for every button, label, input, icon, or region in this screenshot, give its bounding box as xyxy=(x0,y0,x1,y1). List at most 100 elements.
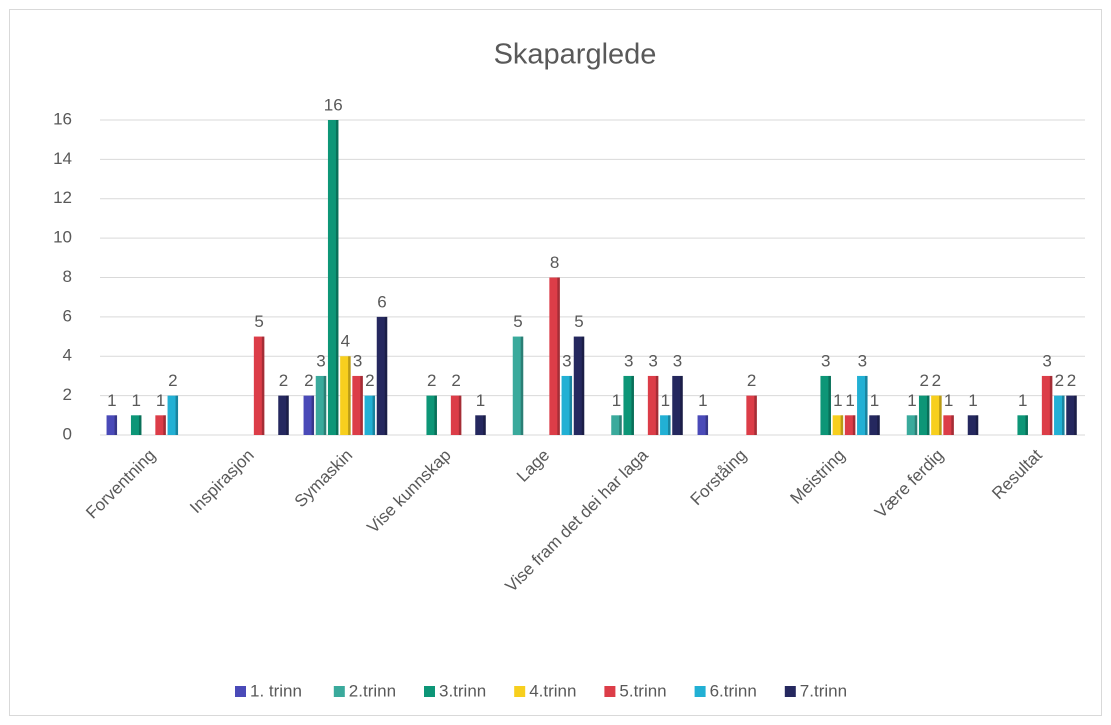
legend-label: 6.trinn xyxy=(710,681,757,700)
bar-side xyxy=(631,375,634,435)
bar-side xyxy=(865,375,868,435)
bar xyxy=(844,415,856,435)
bar-side xyxy=(754,395,757,435)
bar xyxy=(832,415,844,435)
data-label: 5 xyxy=(513,312,522,331)
bar xyxy=(130,415,142,435)
bar xyxy=(857,375,868,435)
bar-side xyxy=(951,415,954,435)
y-tick-label: 10 xyxy=(53,228,72,247)
data-label: 2 xyxy=(168,371,177,390)
bar xyxy=(647,375,659,435)
data-label: 16 xyxy=(324,95,343,114)
bar xyxy=(746,395,757,435)
bar xyxy=(352,375,363,435)
data-label: 1 xyxy=(907,391,916,410)
bar xyxy=(426,395,437,435)
data-label: 6 xyxy=(377,292,386,311)
bar xyxy=(549,277,560,435)
data-label: 1 xyxy=(698,391,707,410)
bar-side xyxy=(705,415,709,435)
bar-side xyxy=(138,415,142,435)
bar-side xyxy=(163,415,166,435)
bar-side xyxy=(1049,375,1053,435)
bar-side xyxy=(852,415,856,435)
bar xyxy=(820,375,831,435)
legend-label: 3.trinn xyxy=(439,681,486,700)
bar-side xyxy=(175,395,179,435)
bar xyxy=(364,395,376,435)
data-label: 3 xyxy=(648,351,657,370)
data-label: 1 xyxy=(661,391,670,410)
bar-side xyxy=(483,415,486,435)
data-label: 8 xyxy=(550,253,559,272)
bar xyxy=(303,395,315,435)
data-label: 2 xyxy=(919,371,928,390)
bar xyxy=(697,415,709,435)
legend-swatch xyxy=(333,686,345,697)
bar xyxy=(611,415,622,435)
bar xyxy=(623,375,634,435)
bar xyxy=(1017,415,1028,435)
data-label: 2 xyxy=(747,371,756,390)
bar xyxy=(918,395,930,435)
bar-side xyxy=(655,375,659,435)
data-label: 1 xyxy=(833,391,842,410)
data-label: 3 xyxy=(821,351,830,370)
y-tick-label: 0 xyxy=(63,424,72,443)
bar-side xyxy=(581,336,585,435)
data-label: 2 xyxy=(932,371,941,390)
data-label: 1 xyxy=(156,391,165,410)
y-tick-label: 4 xyxy=(63,346,72,365)
bar-side xyxy=(384,316,388,435)
bar-side xyxy=(1062,395,1065,435)
data-label: 2 xyxy=(304,371,313,390)
bar-side xyxy=(557,277,560,435)
y-tick-label: 2 xyxy=(63,385,72,404)
data-label: 1 xyxy=(612,391,621,410)
bar-side xyxy=(877,415,880,435)
legend-label: 5.trinn xyxy=(619,681,666,700)
data-label: 1 xyxy=(131,391,140,410)
legend-label: 2.trinn xyxy=(349,681,396,700)
y-tick-label: 14 xyxy=(53,149,72,168)
data-label: 3 xyxy=(858,351,867,370)
bar-side xyxy=(1074,395,1077,435)
bar-side xyxy=(975,415,979,435)
bar xyxy=(906,415,918,435)
data-label: 1 xyxy=(944,391,953,410)
bar xyxy=(931,395,942,435)
bar-side xyxy=(434,395,437,435)
data-label: 1 xyxy=(1018,391,1027,410)
data-label: 2 xyxy=(279,371,288,390)
legend-swatch xyxy=(694,686,706,697)
bar-side xyxy=(372,395,376,435)
y-tick-label: 16 xyxy=(53,109,72,128)
data-label: 3 xyxy=(353,351,362,370)
legend-swatch xyxy=(514,686,526,697)
bar xyxy=(869,415,880,435)
y-tick-label: 8 xyxy=(63,267,72,286)
data-label: 1 xyxy=(107,391,116,410)
bar-side xyxy=(458,395,462,435)
bar-side xyxy=(939,395,942,435)
bar-side xyxy=(520,336,524,435)
bar-side xyxy=(286,395,289,435)
bar xyxy=(672,375,683,435)
bar-side xyxy=(1025,415,1028,435)
bar-side xyxy=(668,415,671,435)
bar-side xyxy=(828,375,831,435)
data-label: 1 xyxy=(845,391,854,410)
legend-label: 7.trinn xyxy=(800,681,847,700)
data-label: 1 xyxy=(870,391,879,410)
bar-side xyxy=(619,415,622,435)
y-tick-label: 12 xyxy=(53,188,72,207)
bar-side xyxy=(569,375,573,435)
bar xyxy=(315,375,327,435)
bar xyxy=(573,336,585,435)
chart-title: Skaparglede xyxy=(494,39,657,71)
bar-side xyxy=(926,395,930,435)
legend-swatch xyxy=(604,686,616,697)
bar-side xyxy=(914,415,918,435)
